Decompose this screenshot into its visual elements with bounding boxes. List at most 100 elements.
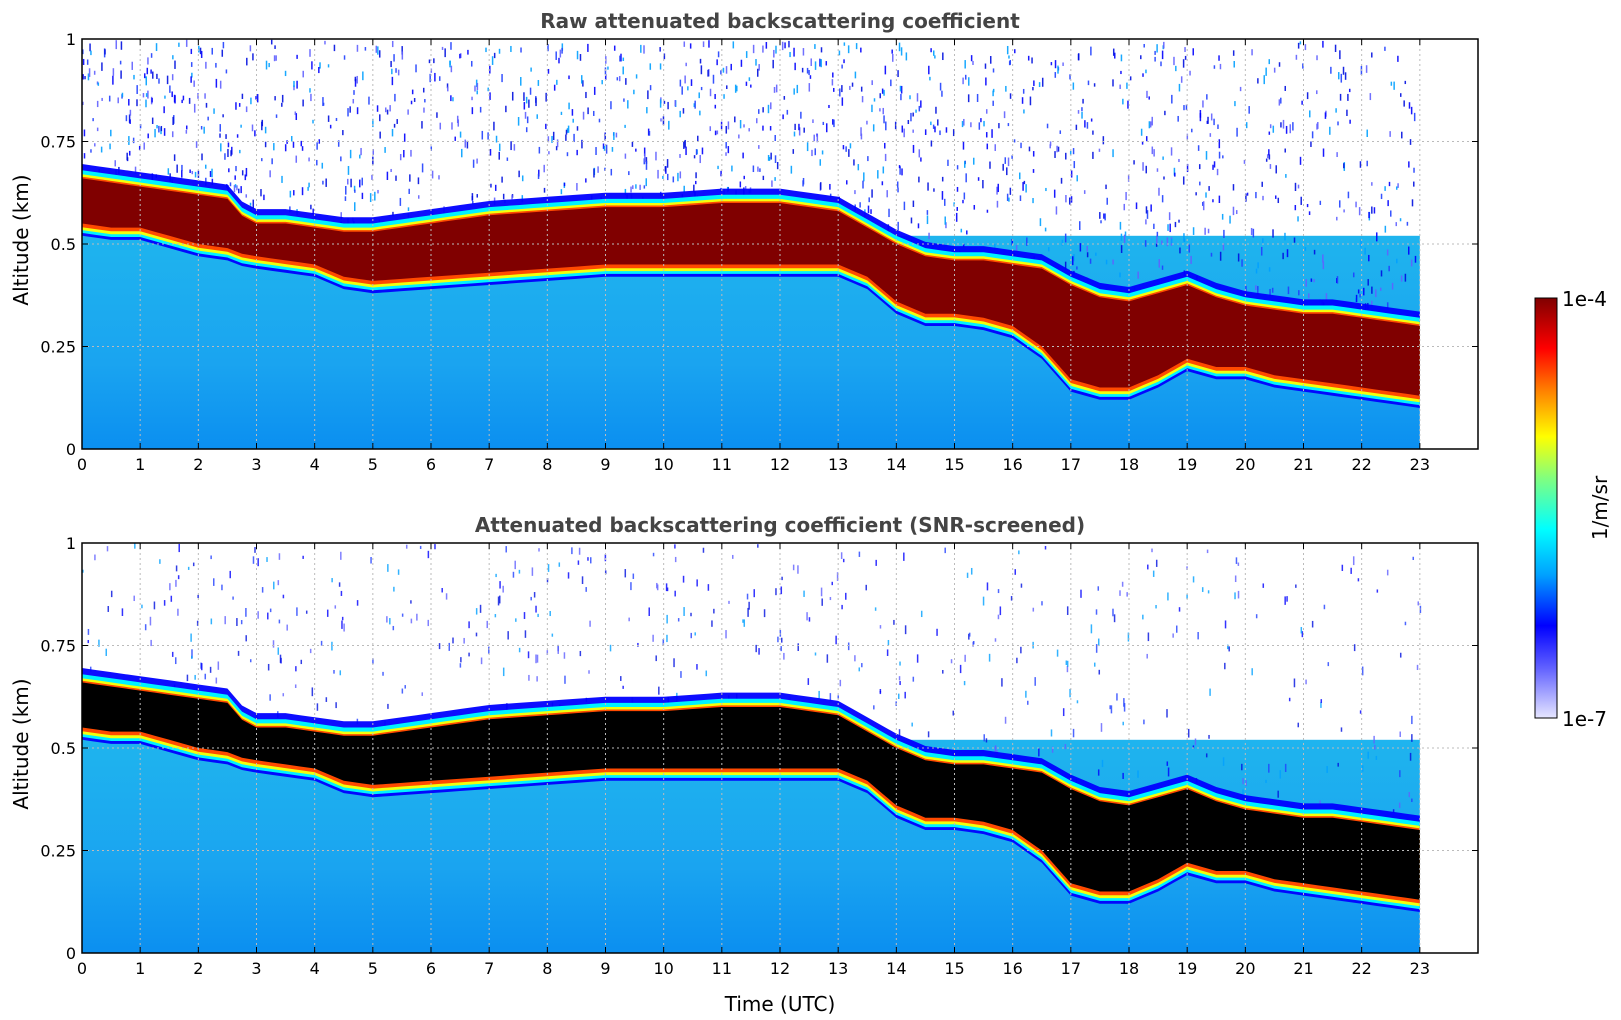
noise-mark <box>1364 247 1366 255</box>
noise-mark <box>1149 121 1152 128</box>
noise-mark <box>110 590 113 598</box>
noise-mark <box>607 66 609 70</box>
noise-mark <box>1395 222 1398 227</box>
noise-mark <box>1343 209 1345 213</box>
noise-mark <box>391 40 394 48</box>
noise-mark <box>900 85 903 94</box>
x-tick-label: 5 <box>368 959 378 978</box>
noise-mark <box>1148 96 1150 100</box>
noise-mark <box>1322 40 1324 48</box>
noise-mark <box>819 159 822 166</box>
noise-mark <box>1054 151 1056 158</box>
noise-mark <box>674 556 677 563</box>
noise-mark <box>1419 605 1422 613</box>
noise-mark <box>476 82 479 90</box>
noise-mark <box>1141 141 1144 145</box>
x-tick-label: 15 <box>944 455 964 474</box>
noise-mark <box>793 131 796 137</box>
noise-mark <box>1285 125 1288 134</box>
noise-mark <box>610 101 612 110</box>
noise-mark <box>339 670 342 676</box>
noise-mark <box>1218 139 1221 149</box>
noise-mark <box>486 620 488 629</box>
noise-mark <box>774 177 776 181</box>
noise-mark <box>154 128 156 138</box>
noise-mark <box>282 594 285 599</box>
noise-mark <box>732 554 734 559</box>
noise-mark <box>841 85 843 93</box>
chart-title: Attenuated backscattering coefficient (S… <box>475 513 1085 537</box>
noise-mark <box>1006 45 1009 55</box>
noise-mark <box>1183 233 1185 242</box>
noise-mark <box>955 212 958 222</box>
x-tick-label: 3 <box>251 455 261 474</box>
noise-mark <box>174 60 176 69</box>
noise-mark <box>1204 227 1206 235</box>
noise-mark <box>861 663 863 668</box>
noise-mark <box>994 745 997 755</box>
noise-mark <box>720 170 722 177</box>
noise-mark <box>716 130 719 135</box>
x-tick-label: 22 <box>1351 959 1371 978</box>
noise-mark <box>1086 122 1089 129</box>
noise-mark <box>707 584 710 591</box>
noise-mark <box>1237 590 1240 599</box>
noise-mark <box>1184 47 1186 52</box>
noise-mark <box>740 59 743 67</box>
noise-mark <box>1145 206 1148 214</box>
noise-mark <box>560 189 563 195</box>
noise-mark <box>536 114 538 119</box>
noise-mark <box>275 55 277 61</box>
noise-mark <box>1143 719 1145 725</box>
noise-mark <box>814 148 817 156</box>
noise-mark <box>734 116 736 123</box>
noise-mark <box>1161 265 1164 270</box>
noise-mark <box>731 165 733 172</box>
noise-mark <box>682 575 685 583</box>
noise-mark <box>334 605 337 609</box>
noise-mark <box>991 129 993 138</box>
noise-mark <box>917 223 920 229</box>
chart-title: Raw attenuated backscattering coefficien… <box>540 9 1020 33</box>
noise-mark <box>1152 570 1155 577</box>
noise-mark <box>145 76 147 86</box>
noise-mark <box>1313 279 1315 283</box>
noise-mark <box>316 142 318 150</box>
noise-mark <box>457 119 460 127</box>
noise-mark <box>555 146 558 151</box>
noise-mark <box>472 200 474 205</box>
noise-mark <box>1057 65 1059 74</box>
noise-mark <box>798 123 800 131</box>
noise-mark <box>900 47 903 56</box>
noise-mark <box>82 49 84 55</box>
noise-mark <box>1323 604 1326 610</box>
noise-mark <box>115 40 118 50</box>
noise-mark <box>229 570 231 579</box>
noise-mark <box>1406 221 1409 226</box>
noise-mark <box>709 126 712 132</box>
noise-mark <box>898 165 901 169</box>
y-tick-label: 0.75 <box>40 637 76 656</box>
x-tick-label: 13 <box>828 959 848 978</box>
noise-mark <box>325 697 328 702</box>
noise-mark <box>1322 254 1324 263</box>
noise-mark <box>1375 755 1378 760</box>
noise-mark <box>863 172 865 182</box>
noise-mark <box>1079 221 1081 230</box>
noise-mark <box>930 121 932 126</box>
noise-mark <box>401 613 404 617</box>
noise-mark <box>1285 174 1287 178</box>
noise-mark <box>1175 625 1178 633</box>
noise-mark <box>205 61 207 69</box>
noise-mark <box>1339 93 1342 101</box>
noise-mark <box>558 562 561 567</box>
noise-mark <box>808 70 810 76</box>
noise-mark <box>662 639 665 646</box>
noise-mark <box>150 69 152 74</box>
noise-mark <box>90 50 92 56</box>
noise-mark <box>1032 198 1034 204</box>
noise-mark <box>1156 44 1158 53</box>
noise-mark <box>238 103 241 107</box>
noise-mark <box>660 118 662 122</box>
noise-mark <box>1086 252 1089 258</box>
